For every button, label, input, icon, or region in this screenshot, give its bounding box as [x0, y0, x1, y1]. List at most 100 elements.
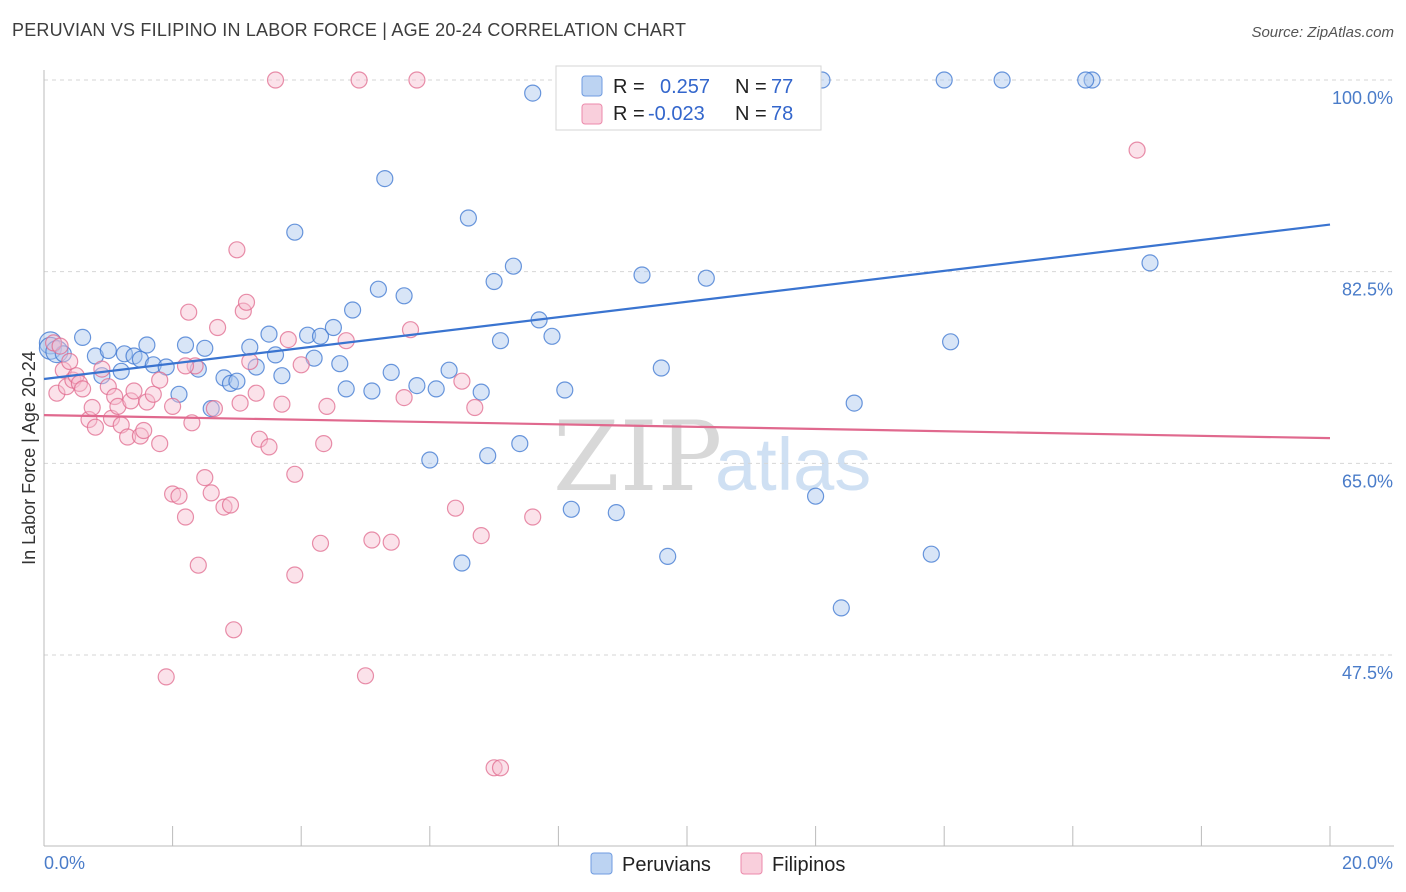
- scatter-points: [38, 71, 1159, 777]
- peruvian-point: [324, 318, 342, 337]
- filipino-point: [231, 394, 249, 412]
- peruvian-point: [845, 394, 863, 412]
- filipino-point: [266, 71, 285, 89]
- filipino-trend-line: [43, 414, 1331, 440]
- peruvian-point: [832, 599, 850, 617]
- legend-r-label-filipinos: R =: [613, 103, 645, 125]
- filipino-point: [176, 508, 195, 526]
- filipino-point: [164, 485, 182, 503]
- chart-title: PERUVIAN VS FILIPINO IN LABOR FORCE | AG…: [12, 20, 687, 40]
- filipino-point: [472, 526, 490, 545]
- filipino-point: [466, 398, 484, 417]
- filipino-point: [209, 318, 227, 337]
- peruvian-point: [607, 503, 625, 522]
- filipino-point: [118, 428, 137, 446]
- filipino-point: [180, 303, 198, 321]
- filipino-point: [196, 469, 214, 487]
- filipino-point: [279, 331, 297, 349]
- peruvian-point: [286, 223, 304, 241]
- filipino-point: [524, 508, 542, 526]
- peruvian-point: [266, 346, 285, 364]
- filipino-point: [106, 387, 124, 406]
- peruvian-point: [1077, 71, 1095, 89]
- filipino-point: [247, 384, 265, 402]
- filipino-point: [286, 465, 304, 483]
- filipino-point: [315, 435, 333, 453]
- peruvian-point: [299, 326, 317, 344]
- bottom-legend-label-peruvians: Peruvians: [622, 854, 711, 876]
- bottom-legend: Peruvians Filipinos: [590, 852, 845, 876]
- bottom-legend-label-filipinos: Filipinos: [772, 854, 845, 876]
- peruvian-point: [427, 380, 445, 398]
- peruvian-point: [273, 367, 291, 385]
- chart-source: Source: ZipAtlas.com: [1251, 24, 1394, 41]
- trend-lines: [43, 223, 1331, 440]
- peruvian-point: [1083, 71, 1101, 89]
- peruvian-point: [556, 381, 574, 399]
- filipino-point: [93, 360, 111, 378]
- filipino-point: [363, 531, 381, 549]
- bottom-legend-swatch-filipinos: [740, 852, 763, 875]
- filipino-point: [99, 378, 117, 396]
- peruvian-point: [228, 372, 246, 390]
- filipino-point: [189, 556, 207, 574]
- filipino-point: [286, 566, 304, 584]
- x-ticks: [43, 826, 1331, 846]
- legend-n-label-filipinos: N =: [735, 103, 767, 125]
- legend-box: R = 0.257 N = 77 R = -0.023 N = 78: [555, 65, 822, 131]
- peruvian-point: [562, 500, 580, 518]
- peruvian-point: [652, 359, 670, 377]
- watermark: ZIP atlas: [553, 401, 871, 513]
- filipino-point: [311, 534, 330, 552]
- peruvian-point: [941, 333, 960, 351]
- peruvian-point: [1141, 254, 1159, 272]
- y-tick-label: 82.5%: [1342, 280, 1393, 300]
- bottom-legend-swatch-peruvians: [590, 852, 613, 875]
- peruvian-point: [543, 327, 561, 345]
- peruvian-point: [479, 447, 497, 465]
- peruvian-point: [311, 327, 330, 345]
- legend-r-value-filipinos: -0.023: [648, 103, 705, 125]
- legend-r-value-peruvians: 0.257: [660, 76, 710, 98]
- filipino-point: [221, 496, 240, 514]
- peruvian-point: [363, 382, 381, 400]
- filipino-point: [86, 418, 105, 436]
- peruvian-point: [99, 341, 117, 360]
- peruvian-point: [485, 272, 503, 291]
- filipino-point: [453, 372, 471, 390]
- peruvian-point: [421, 451, 439, 469]
- filipino-point: [144, 385, 162, 403]
- filipino-point: [408, 71, 426, 89]
- filipino-point: [135, 421, 153, 440]
- peruvian-point: [73, 328, 92, 346]
- filipino-point: [446, 499, 465, 517]
- peruvian-point: [440, 361, 458, 379]
- filipino-point: [273, 395, 291, 413]
- filipino-point: [356, 667, 375, 685]
- legend-n-value-filipinos: 78: [771, 103, 793, 125]
- filipino-point: [202, 484, 220, 502]
- series-filipinos: [44, 71, 1146, 777]
- filipino-point: [228, 241, 246, 259]
- peruvian-point: [369, 280, 387, 298]
- peruvian-point: [504, 257, 523, 275]
- filipino-point: [318, 397, 336, 415]
- y-tick-label: 47.5%: [1342, 663, 1393, 683]
- peruvian-point: [806, 487, 825, 505]
- filipino-point: [125, 382, 143, 400]
- peruvian-point: [221, 374, 240, 392]
- peruvian-point: [491, 332, 510, 350]
- peruvian-point: [524, 84, 542, 102]
- legend-swatch-filipinos: [581, 103, 603, 125]
- filipino-point: [51, 337, 69, 355]
- legend-r-label-peruvians: R =: [613, 76, 645, 98]
- series-peruvians: [38, 71, 1159, 617]
- peruvian-trend-line: [43, 223, 1331, 381]
- legend-n-label-peruvians: N =: [735, 76, 767, 98]
- peruvian-point: [408, 377, 426, 395]
- peruvian-point: [176, 336, 195, 354]
- filipino-point: [205, 400, 223, 418]
- filipino-point: [382, 533, 400, 551]
- legend-n-value-peruvians: 77: [771, 76, 793, 98]
